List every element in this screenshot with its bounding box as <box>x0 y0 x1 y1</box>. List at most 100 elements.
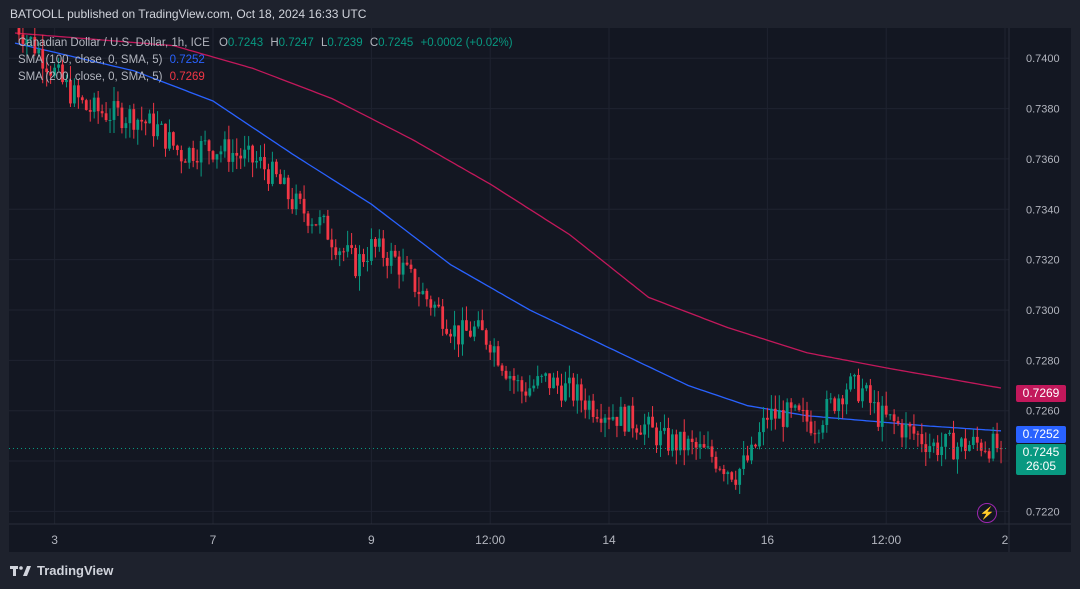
candle-body <box>358 254 361 277</box>
time-axis: 3 7 9 12:00 14 16 12:00 2 <box>51 533 1008 547</box>
candle-body <box>492 346 496 353</box>
candle-body <box>120 107 124 129</box>
candle-body <box>203 140 207 142</box>
chart-pane[interactable]: 0.72200.72400.72600.72800.73000.73200.73… <box>9 14 1071 552</box>
candle-body <box>564 383 567 401</box>
candle-body <box>987 451 991 459</box>
candle-body <box>461 320 464 345</box>
candle-body <box>532 385 536 389</box>
lightning-icon[interactable]: ⚡ <box>977 503 997 523</box>
candle-body <box>191 147 195 161</box>
candle-body <box>857 374 860 402</box>
candle-body <box>41 48 45 69</box>
candle-body <box>310 224 314 226</box>
candle-body <box>714 456 718 469</box>
candle-body <box>789 402 793 408</box>
candle-body <box>631 405 635 429</box>
candle-body <box>259 157 262 161</box>
publisher-caption: BATOOLL published on TradingView.com, Oc… <box>10 7 367 21</box>
candle-body <box>247 145 251 150</box>
legend-sma200-row[interactable]: SMA (200, close, 0, SMA, 5) 0.7269 <box>18 69 513 86</box>
candle-body <box>504 370 508 379</box>
time-tick-label: 16 <box>761 533 775 547</box>
price-axis: 0.72200.72400.72600.72800.73000.73200.73… <box>1026 53 1060 518</box>
candle-body <box>45 68 49 73</box>
last-price-value: 0.7245 <box>1022 445 1060 459</box>
price-chart[interactable]: 0.72200.72400.72600.72800.73000.73200.73… <box>9 14 1071 552</box>
candle-body <box>80 97 84 101</box>
candle-body <box>76 85 80 98</box>
candle-body <box>326 215 330 240</box>
candle-body <box>17 23 21 35</box>
ohlc-low-label: L <box>321 37 328 49</box>
candle-body <box>540 375 544 377</box>
candle-body <box>825 398 829 426</box>
candles <box>13 14 1003 494</box>
price-tick-label: 0.7260 <box>1026 406 1060 418</box>
candle-body <box>385 257 389 266</box>
candle-body <box>496 346 500 366</box>
candle-body <box>591 400 595 417</box>
legend-sma100-row[interactable]: SMA (100, close, 0, SMA, 5) 0.7252 <box>18 52 513 69</box>
candle-body <box>766 417 769 420</box>
candle-body <box>928 446 932 453</box>
candle-body <box>813 433 817 435</box>
candle-body <box>195 160 199 163</box>
symbol-title[interactable]: Canadian Dollar / U.S. Dollar, 1h, ICE <box>18 37 210 49</box>
candle-body <box>920 434 924 445</box>
candle-body <box>762 417 765 433</box>
ohlc-high-value: 0.7247 <box>278 37 314 49</box>
candle-body <box>465 320 468 331</box>
ohlc-open-label: O <box>218 37 228 49</box>
candle-body <box>627 405 631 432</box>
candle-body <box>168 132 171 149</box>
candle-body <box>73 85 76 104</box>
candle-body <box>389 250 393 266</box>
candle-body <box>88 109 92 112</box>
candle-body <box>61 64 64 83</box>
candle-body <box>100 111 104 114</box>
candle-body <box>979 442 983 451</box>
chart-legend: Canadian Dollar / U.S. Dollar, 1h, ICE O… <box>18 35 513 86</box>
candle-body <box>575 384 579 401</box>
candle-body <box>334 247 338 256</box>
candle-body <box>964 438 967 451</box>
candle-body <box>607 417 611 420</box>
candle-body <box>698 444 702 448</box>
candle-body <box>37 48 41 54</box>
candle-body <box>480 320 484 331</box>
candle-body <box>908 423 912 427</box>
grid <box>9 28 1071 552</box>
price-tick-label: 0.7400 <box>1026 53 1060 65</box>
candle-body <box>524 391 528 396</box>
candle-body <box>433 304 437 308</box>
candle-body <box>643 424 647 435</box>
candle-body <box>694 441 698 448</box>
candle-body <box>793 405 797 408</box>
candle-body <box>457 325 460 345</box>
candle-body <box>746 455 749 461</box>
candle-body <box>235 152 239 156</box>
ohlc-open-value: 0.7243 <box>227 37 264 49</box>
candle-body <box>568 377 571 384</box>
candle-body <box>833 398 837 412</box>
candle-body <box>991 433 995 459</box>
candle-body <box>377 238 381 247</box>
candle-body <box>350 245 353 248</box>
candle-body <box>544 373 548 376</box>
candle-body <box>243 149 247 159</box>
sma-200-polyline <box>14 32 1002 389</box>
candle-body <box>366 260 369 263</box>
candle-body <box>84 100 88 110</box>
candle-body <box>132 109 136 130</box>
candle-body <box>583 400 587 410</box>
candle-body <box>381 238 385 258</box>
candle-body <box>69 80 72 104</box>
candle-body <box>892 414 896 422</box>
candle-body <box>571 377 575 401</box>
bar-countdown: 26:05 <box>1025 459 1057 473</box>
candle-body <box>445 328 449 334</box>
candle-body <box>674 434 678 451</box>
candle-body <box>623 406 627 432</box>
candle-body <box>405 262 409 265</box>
